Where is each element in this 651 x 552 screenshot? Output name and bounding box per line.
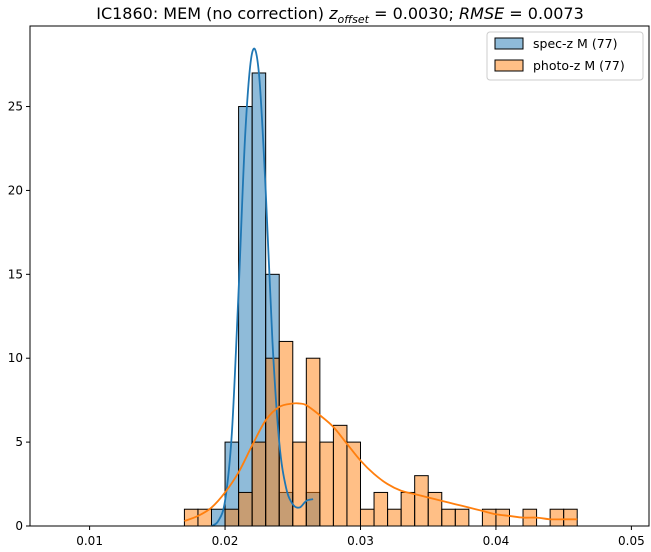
y-tick-label: 15: [8, 267, 23, 281]
photo-z-bar-13: [373, 491, 389, 527]
photo-z-bar-9: [319, 441, 334, 527]
photo-z-bar-24: [563, 508, 578, 527]
photo-z-bar-14: [387, 508, 402, 527]
x-tick-label: 0.04: [483, 534, 510, 548]
y-tick-label: 5: [15, 435, 23, 449]
x-axis: 0.01 0.02 0.03 0.04 0.05: [76, 526, 645, 548]
x-tick-label: 0.01: [76, 534, 103, 548]
photo-z-bar-7: [292, 441, 307, 527]
y-tick-label: 0: [15, 519, 23, 533]
photo-z-bar-11: [346, 441, 361, 527]
photo-z-bar-23: [549, 508, 565, 527]
chart-title: IC1860: MEM (no correction) zoffset = 0.…: [96, 4, 584, 26]
legend: spec-z M (77) photo-z M (77): [486, 31, 644, 81]
x-tick-label: 0.02: [212, 534, 239, 548]
spec-z-bar-2: [238, 106, 253, 527]
photo-z-kde-line: [184, 402, 578, 522]
legend-frame: [486, 31, 644, 81]
photo-z-bar-3: [238, 491, 253, 527]
photo-z-bar-15: [400, 491, 416, 527]
photo-z-bar-2: [224, 508, 240, 527]
photo-z-bars: [183, 340, 578, 527]
legend-swatch-spec-z: [494, 37, 524, 50]
x-tick-label: 0.05: [618, 534, 645, 548]
photo-z-bar-5: [265, 357, 280, 527]
photo-z-bar-12: [359, 508, 375, 527]
kde-lines: [184, 47, 578, 527]
legend-label-spec-z: spec-z M (77): [533, 36, 617, 51]
photo-z-bar-4: [251, 441, 267, 527]
x-tick-label: 0.03: [347, 534, 374, 548]
y-tick-label: 25: [8, 100, 23, 114]
photo-z-bar-19: [454, 508, 470, 527]
photo-z-bar-21: [495, 508, 510, 527]
photo-z-bar-18: [441, 508, 456, 527]
plot-frame: [29, 25, 650, 527]
y-tick-label: 20: [8, 183, 23, 197]
y-axis: 0 5 10 15 20 25: [8, 100, 30, 533]
spec-z-kde-line: [210, 47, 314, 527]
photo-z-bar-16: [414, 475, 429, 527]
plot-area: [29, 25, 650, 527]
y-tick-label: 10: [8, 351, 23, 365]
photo-z-bar-6: [278, 340, 294, 527]
legend-label-photo-z: photo-z M (77): [533, 58, 625, 73]
legend-swatch-photo-z: [494, 59, 524, 72]
